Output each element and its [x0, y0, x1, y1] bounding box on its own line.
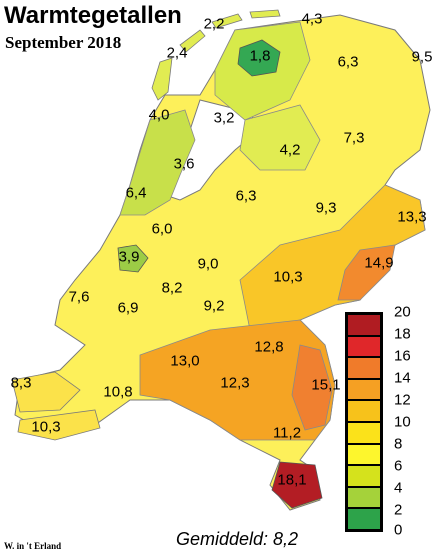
zone-south-orange: [139, 319, 336, 441]
value-label: 4,3: [301, 10, 323, 28]
zone-south-limburg: [271, 461, 323, 509]
zone-east-hot: [337, 244, 396, 301]
value-label: 1,8: [249, 47, 271, 65]
value-label: 14,9: [364, 254, 394, 272]
value-label: 9,3: [315, 199, 337, 217]
value-label: 3,2: [213, 109, 235, 127]
island-ameland: [249, 9, 281, 19]
value-label: 6,4: [125, 184, 147, 202]
author-credit: W. in 't Erland: [4, 541, 62, 551]
island-texel: [151, 57, 173, 101]
legend-swatch: [348, 509, 380, 529]
value-label: 9,5: [411, 48, 433, 66]
value-label: 10,8: [103, 383, 133, 401]
legend-tick: 8: [394, 435, 403, 453]
zeeland-islands: [11, 371, 81, 413]
island-terschelling: [211, 13, 243, 29]
value-label: 3,6: [173, 155, 195, 173]
value-label: 13,3: [397, 208, 427, 226]
legend-tick: 10: [394, 413, 411, 431]
legend-tick: 6: [394, 457, 403, 475]
value-label: 3,9: [118, 248, 140, 266]
zone-limburg-hot: [291, 344, 333, 431]
legend-swatch: [348, 336, 380, 359]
legend-tick: 20: [394, 303, 411, 321]
value-label: 10,3: [31, 418, 61, 436]
legend-tick: 14: [394, 369, 411, 387]
legend-tick: 18: [394, 325, 411, 343]
value-label: 13,0: [170, 352, 200, 370]
value-label: 12,3: [220, 374, 250, 392]
value-label: 10,3: [273, 268, 303, 286]
legend-swatch: [348, 487, 380, 510]
legend-tick: 2: [394, 501, 403, 519]
value-label: 11,2: [272, 424, 302, 442]
value-label: 6,3: [337, 53, 359, 71]
value-label: 15,1: [311, 376, 341, 394]
value-label: 2,2: [203, 15, 225, 33]
value-label: 6,0: [151, 220, 173, 238]
value-label: 6,9: [117, 299, 139, 317]
legend-swatch: [348, 444, 380, 467]
value-label: 9,0: [197, 255, 219, 273]
color-legend: [345, 312, 383, 532]
average-value: Gemiddeld: 8,2: [176, 529, 299, 549]
map-subtitle: September 2018: [5, 33, 122, 52]
zone-coldspot-north: [237, 39, 281, 77]
legend-swatch: [348, 401, 380, 423]
value-label: 7,6: [68, 288, 90, 306]
zone-west-green: [119, 109, 196, 216]
legend-tick: 12: [394, 391, 411, 409]
legend-tick: 4: [394, 479, 403, 497]
value-label: 6,3: [235, 187, 257, 205]
value-label: 9,2: [203, 297, 225, 315]
value-label: 4,0: [148, 106, 170, 124]
island-vlieland: [179, 29, 206, 53]
legend-tick: 0: [394, 521, 403, 539]
legend-swatch: [348, 422, 380, 445]
value-label: 8,3: [10, 374, 32, 392]
value-label: 18,1: [277, 471, 307, 489]
legend-swatch: [348, 466, 380, 488]
legend-swatch: [348, 315, 380, 337]
value-label: 4,2: [279, 141, 301, 159]
value-label: 2,4: [166, 44, 188, 62]
legend-tick: 16: [394, 347, 411, 365]
map-title: Warmtegetallen: [4, 2, 182, 29]
zone-coldspot-west: [117, 244, 149, 273]
value-label: 12,8: [254, 338, 284, 356]
zone-friesland: [239, 104, 321, 171]
legend-swatch: [348, 358, 380, 380]
zeeland-flanders: [17, 409, 101, 441]
value-label: 8,2: [161, 279, 183, 297]
legend-swatch: [348, 379, 380, 402]
value-label: 7,3: [343, 129, 365, 147]
